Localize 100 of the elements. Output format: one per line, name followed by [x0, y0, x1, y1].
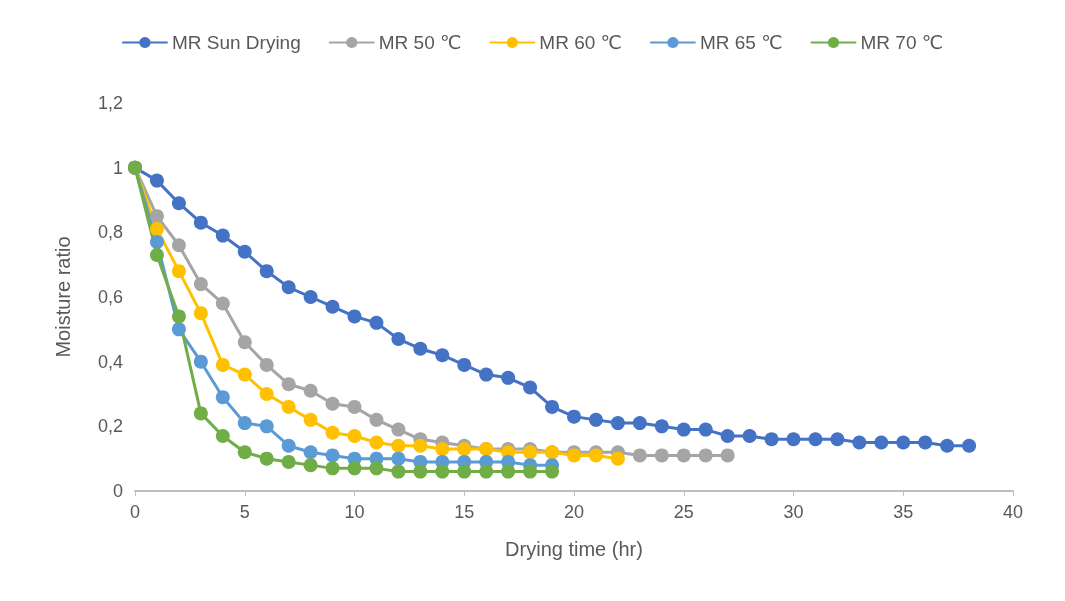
point: [237, 335, 252, 350]
legend-label: MR Sun Drying: [171, 32, 301, 53]
point: [391, 422, 406, 437]
y-tick-label: 0: [112, 481, 123, 501]
point: [545, 399, 560, 414]
point: [303, 383, 318, 398]
point: [742, 429, 757, 444]
point: [259, 387, 274, 401]
point: [193, 306, 208, 321]
point: [413, 464, 428, 479]
point: [347, 399, 362, 414]
point: [369, 412, 384, 427]
point: [325, 448, 340, 463]
x-tick-label: 35: [893, 502, 914, 522]
point: [215, 296, 230, 311]
point: [413, 341, 428, 356]
y-tick-label: 0,4: [97, 351, 123, 372]
point: [237, 367, 252, 382]
point: [171, 264, 186, 279]
x-tick-label: 5: [239, 502, 250, 522]
point: [676, 422, 691, 437]
point: [632, 416, 647, 431]
point: [830, 432, 845, 447]
point: [193, 406, 208, 421]
point: [171, 238, 186, 253]
point: [149, 173, 164, 188]
point: [588, 412, 603, 427]
point: [457, 357, 472, 372]
point: [479, 367, 494, 382]
point: [764, 432, 779, 447]
point: [786, 432, 801, 447]
point: [281, 280, 296, 295]
point: [325, 299, 340, 314]
point: [347, 429, 362, 444]
point: [303, 290, 318, 304]
point: [149, 235, 164, 250]
point: [325, 425, 340, 440]
point: [215, 390, 230, 405]
y-tick-label: 1,2: [97, 93, 123, 113]
point: [940, 438, 955, 453]
point: [391, 332, 406, 347]
point: [523, 464, 538, 479]
point: [523, 445, 538, 460]
point: [523, 380, 538, 395]
y-tick-label: 1: [112, 157, 123, 178]
point: [435, 464, 450, 479]
point: [654, 419, 669, 434]
x-tick-label: 20: [563, 502, 585, 522]
point: [391, 464, 406, 479]
point: [347, 461, 362, 476]
point: [281, 377, 296, 392]
point: [918, 435, 933, 450]
y-tick-label: 0,2: [97, 416, 123, 437]
point: [303, 445, 318, 460]
point: [874, 435, 889, 450]
legend-label: MR 50 ℃: [378, 32, 462, 53]
point: [259, 264, 274, 279]
point: [610, 416, 625, 431]
point: [149, 222, 164, 237]
point: [193, 354, 208, 369]
point: [171, 196, 186, 211]
point: [215, 357, 230, 372]
point: [259, 451, 274, 466]
point: [281, 438, 296, 453]
point: [698, 448, 713, 463]
legend-label: MR 65 ℃: [699, 32, 783, 53]
point: [303, 458, 318, 473]
point: [435, 348, 450, 363]
legend-label: MR 70 ℃: [860, 32, 944, 53]
point: [720, 448, 735, 463]
y-axis-title: Moisture ratio: [52, 236, 74, 358]
point: [962, 438, 977, 453]
point: [632, 448, 647, 463]
x-tick-label: 0: [129, 502, 141, 522]
y-tick-label: 0,6: [97, 287, 123, 307]
point: [303, 412, 318, 427]
point: [435, 441, 450, 456]
legend-label: MR 60 ℃: [539, 32, 622, 53]
point: [457, 464, 472, 479]
point: [501, 464, 516, 479]
point: [325, 396, 340, 411]
point: [698, 422, 713, 437]
point: [654, 448, 669, 463]
point: [369, 315, 384, 330]
x-axis-title: Drying time (hr): [505, 538, 643, 560]
point: [413, 438, 428, 453]
point: [567, 409, 581, 424]
point: [896, 435, 911, 450]
point: [391, 438, 406, 453]
point: [215, 429, 230, 444]
x-tick-label: 25: [673, 502, 694, 522]
x-tick-label: 40: [1002, 502, 1024, 522]
point: [281, 454, 296, 469]
point: [149, 247, 164, 262]
point: [852, 435, 867, 450]
point: [347, 309, 362, 324]
x-tick-label: 10: [344, 502, 365, 522]
point: [369, 435, 384, 450]
point: [501, 370, 516, 385]
point: [237, 416, 252, 431]
